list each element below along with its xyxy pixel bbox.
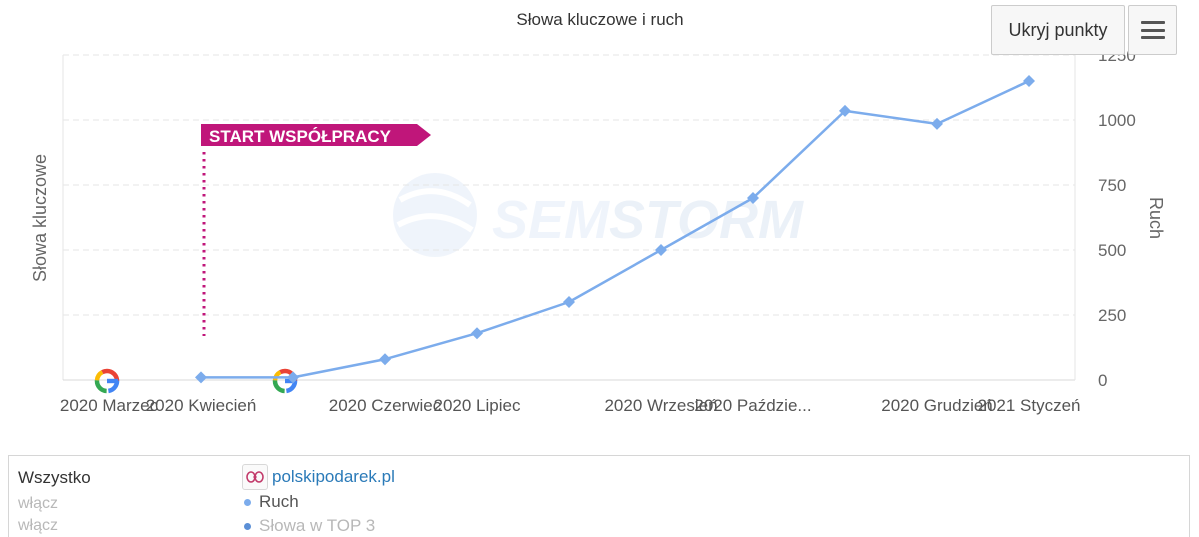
- data-point-ruch: [655, 244, 667, 256]
- data-point-ruch: [379, 353, 391, 366]
- watermark-sem: SEM: [492, 190, 610, 250]
- legend-series: polskipodarek.pl Ruch Słowa w TOP 3: [242, 464, 395, 537]
- data-point-ruch: [931, 117, 943, 130]
- x-axis-tick-label: 2020 Wrzesień: [604, 396, 717, 415]
- x-axis-tick-label: 2020 Grudzień: [881, 396, 993, 415]
- left-axis-title: Słowa kluczowe: [30, 154, 50, 282]
- x-axis-tick-label: 2020 Lipiec: [434, 396, 521, 415]
- data-point-ruch: [471, 327, 483, 340]
- legend-item-top3[interactable]: Słowa w TOP 3: [242, 514, 395, 537]
- gift-favicon-icon: [242, 464, 268, 490]
- semstorm-watermark: SEMSTORM: [393, 173, 804, 257]
- hamburger-menu-icon: [1140, 21, 1165, 39]
- toggle-series-2[interactable]: włącz: [18, 517, 59, 534]
- watermark-text: SEMSTORM: [492, 190, 804, 250]
- google-g-green: [94, 368, 120, 394]
- data-point-ruch: [839, 104, 851, 117]
- site-link[interactable]: polskipodarek.pl: [272, 467, 395, 486]
- watermark-globe-swirl: [396, 188, 474, 233]
- google-g-bar: [107, 378, 118, 384]
- legend-panel: Wszystko włącz włącz polskipodarek.pl Ru…: [8, 455, 1190, 537]
- series-dot-ruch: [244, 498, 251, 506]
- series-line-ruch: [201, 79, 1030, 379]
- right-axis-tick-label: 250: [1098, 306, 1126, 325]
- legend-toggles: Wszystko włącz włącz: [18, 467, 91, 537]
- chart-menu-button[interactable]: [1128, 5, 1177, 55]
- start-banner: [201, 124, 431, 146]
- x-axis-tick-label: 2021 Styczeń: [977, 396, 1080, 415]
- watermark-storm: STORM: [609, 190, 804, 250]
- google-g-red: [94, 368, 120, 394]
- legend-item-ruch[interactable]: Ruch: [242, 490, 395, 514]
- google-g-bar: [285, 378, 296, 384]
- x-axis-tick-label: 2020 Kwiecień: [146, 396, 257, 415]
- data-point-ruch: [287, 371, 299, 384]
- toggle-series-1[interactable]: włącz: [18, 495, 59, 512]
- data-point-ruch: [1023, 75, 1035, 87]
- right-axis-tick-label: 0: [1098, 371, 1107, 390]
- data-point-ruch: [195, 371, 207, 384]
- x-axis-tick-label: 2020 Marzec: [60, 396, 159, 415]
- google-g-red: [272, 368, 298, 394]
- google-g-green: [272, 368, 298, 394]
- toggle-all[interactable]: Wszystko: [18, 468, 91, 487]
- chart-title: Słowa kluczowe i ruch: [516, 10, 683, 29]
- chart-container: SEMSTORM 0 250 500 750 1000 1250 Słowa kluczowe…: [30, 5, 1177, 415]
- start-banner-label: START WSPÓŁPRACY: [209, 127, 392, 146]
- legend-site: polskipodarek.pl: [242, 464, 395, 490]
- watermark-globe-disc: [393, 173, 477, 257]
- watermark-globe-icon: [393, 173, 477, 257]
- right-axis-tick-label: 1000: [1098, 111, 1136, 130]
- legend-label-top3: Słowa w TOP 3: [259, 516, 376, 535]
- series-dot-top3: [244, 522, 251, 530]
- google-g-icon: [94, 368, 120, 394]
- right-axis-tick-label: 500: [1098, 241, 1126, 260]
- right-axis-tick-label: 750: [1098, 176, 1126, 195]
- data-point-ruch: [747, 192, 759, 204]
- hide-points-button[interactable]: Ukryj punkty: [991, 5, 1125, 55]
- data-point-ruch: [563, 296, 575, 308]
- x-axis-tick-label: 2020 Czerwiec: [329, 396, 442, 415]
- right-axis-title: Ruch: [1146, 197, 1166, 239]
- legend-label-ruch: Ruch: [259, 492, 299, 511]
- x-axis-tick-label: 2020 Paździe...: [694, 396, 811, 415]
